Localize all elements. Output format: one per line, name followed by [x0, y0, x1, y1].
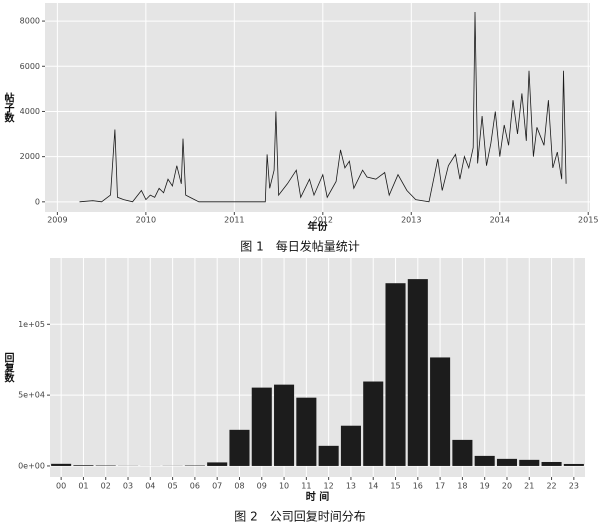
x-axis-label: 时 间 — [306, 490, 329, 503]
x-tick-label: 14 — [368, 482, 378, 491]
bar — [407, 279, 428, 466]
x-tick-label: 13 — [346, 482, 356, 491]
panel — [50, 258, 585, 477]
x-tick-label: 2010 — [136, 216, 156, 225]
y-tick-label: 2000 — [20, 152, 40, 161]
x-tick-label: 2015 — [578, 216, 598, 225]
data-line — [79, 11, 567, 203]
x-tick-label: 2012 — [313, 216, 333, 225]
panel — [45, 3, 590, 212]
bar — [274, 384, 295, 466]
x-tick-label: 2014 — [490, 216, 510, 225]
x-tick-label: 17 — [435, 482, 445, 491]
caption: 图 2 公司回复时间分布 — [234, 510, 365, 524]
x-tick-label: 16 — [413, 482, 423, 491]
bar — [474, 455, 495, 466]
x-tick-label: 02 — [101, 482, 111, 491]
bar — [563, 463, 584, 466]
y-tick-label: 0 — [35, 197, 40, 206]
bar — [296, 397, 317, 466]
bar — [363, 381, 384, 466]
y-tick-label: 1e+05 — [18, 320, 45, 329]
x-tick-label: 10 — [279, 482, 289, 491]
y-tick-label: 8000 — [20, 17, 40, 26]
x-tick-label: 04 — [145, 482, 155, 491]
bar — [318, 445, 339, 466]
y-axis-label: 帖子数 — [2, 91, 14, 123]
x-tick-label: 2009 — [47, 216, 67, 225]
y-tick-label: 6000 — [20, 62, 40, 71]
x-tick-label: 01 — [78, 482, 88, 491]
bar — [229, 429, 250, 466]
x-tick-label: 19 — [480, 482, 490, 491]
x-tick-label: 22 — [546, 482, 556, 491]
bar — [541, 461, 562, 466]
bar — [73, 465, 94, 466]
x-tick-label: 2011 — [224, 216, 244, 225]
bar — [385, 283, 406, 466]
caption: 图 1 每日发帖量统计 — [240, 239, 359, 254]
x-tick-label: 00 — [56, 482, 66, 491]
x-axis-label: 年份 — [308, 220, 329, 233]
y-axis-label: 回复数 — [2, 352, 15, 383]
x-tick-label: 2013 — [401, 216, 421, 225]
y-tick-label: 5e+04 — [18, 391, 45, 400]
bar — [251, 387, 272, 466]
x-tick-label: 11 — [301, 482, 311, 491]
x-tick-label: 23 — [569, 482, 579, 491]
bar — [452, 439, 473, 466]
bar — [207, 462, 228, 466]
x-tick-label: 18 — [457, 482, 467, 491]
x-tick-label: 08 — [234, 482, 244, 491]
x-tick-label: 05 — [168, 482, 178, 491]
y-tick-label: 0e+00 — [18, 461, 45, 470]
bar — [519, 459, 540, 466]
x-tick-label: 06 — [190, 482, 200, 491]
bar — [496, 458, 518, 466]
x-tick-label: 03 — [123, 482, 133, 491]
x-tick-label: 15 — [390, 482, 400, 491]
y-tick-label: 4000 — [20, 107, 40, 116]
bar — [51, 463, 72, 466]
x-tick-label: 21 — [524, 482, 534, 491]
x-tick-label: 20 — [502, 482, 512, 491]
x-tick-label: 09 — [257, 482, 267, 491]
bar — [340, 425, 361, 466]
bar — [430, 357, 451, 466]
x-tick-label: 07 — [212, 482, 222, 491]
x-tick-label: 12 — [324, 482, 334, 491]
